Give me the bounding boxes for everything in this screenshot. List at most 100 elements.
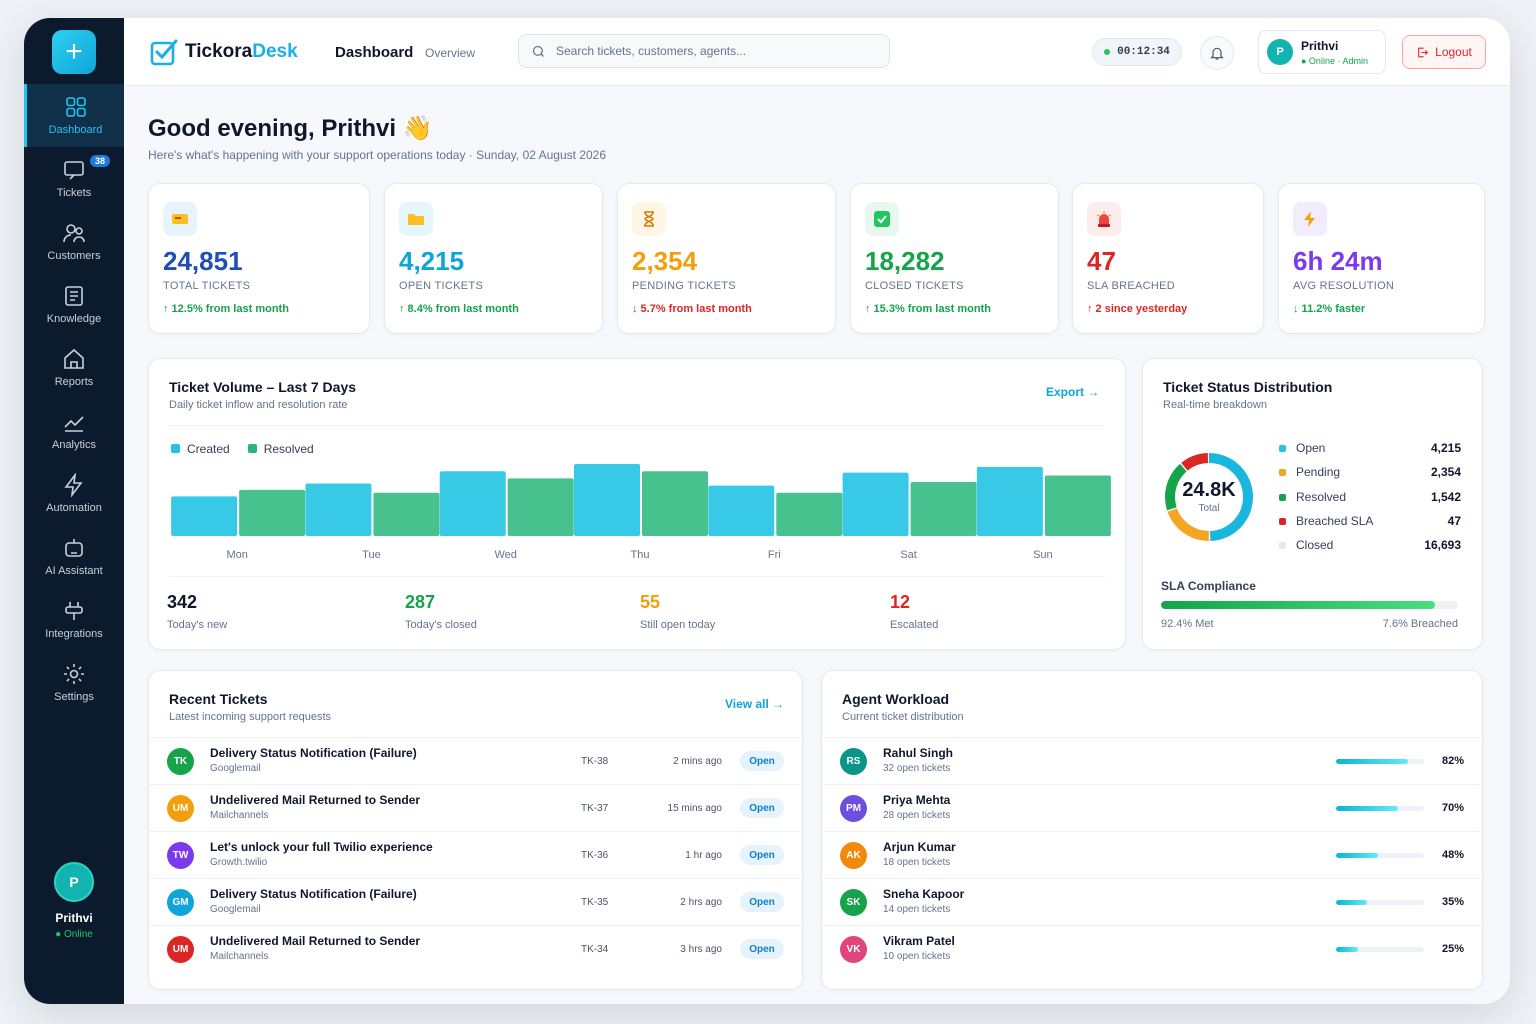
sidebar-item-customers[interactable]: Customers — [24, 210, 124, 273]
view-all-link[interactable]: View all → — [725, 697, 785, 711]
grid-icon — [65, 97, 86, 117]
avatar: TW — [167, 842, 194, 869]
panel-title: Recent Tickets — [169, 691, 268, 707]
stat-value: 2,354 — [632, 246, 698, 276]
export-button[interactable]: Export → — [1046, 385, 1100, 399]
list-item[interactable]: PM Priya Mehta 28 open tickets 70% — [822, 784, 1482, 831]
stat-card-open[interactable]: 4,215 OPEN TICKETS ↑ 8.4% from last mont… — [384, 183, 603, 334]
bar-resolved-sat[interactable] — [910, 482, 977, 536]
workload-bar — [1336, 759, 1424, 764]
status-badge[interactable]: Open — [740, 751, 784, 771]
logout-icon — [1418, 47, 1429, 57]
ticket-id: TK-35 — [581, 897, 609, 908]
panel-title: Ticket Status Distribution — [1163, 379, 1333, 395]
bar-created-sun[interactable] — [976, 466, 1043, 536]
stat-value: 24,851 — [163, 246, 243, 276]
sidebar-item-ai-assistant[interactable]: AI Assistant — [24, 525, 124, 588]
agent-tickets: 28 open tickets — [883, 810, 951, 821]
status-badge[interactable]: Open — [740, 798, 784, 818]
workload-fill — [1336, 853, 1379, 858]
bar-created-fri[interactable] — [708, 485, 775, 536]
bar-created-mon[interactable] — [171, 496, 238, 536]
ticket-title: Undelivered Mail Returned to Sender — [210, 793, 421, 807]
sidebar-item-knowledge[interactable]: Knowledge — [24, 273, 124, 336]
sidebar-item-label: Tickets — [56, 187, 92, 199]
avatar: AK — [840, 842, 867, 869]
legend-swatch — [1279, 493, 1286, 501]
stat-value: 18,282 — [865, 246, 945, 276]
x-tick-label: Thu — [631, 549, 650, 561]
bar-resolved-thu[interactable] — [642, 471, 708, 536]
panel-title: Ticket Volume – Last 7 Days — [169, 379, 357, 395]
user-menu[interactable]: P Prithvi ● Online · Admin — [1258, 30, 1386, 74]
table-row[interactable]: UM Undelivered Mail Returned to Sender Mai… — [149, 925, 802, 972]
x-tick-label: Tue — [362, 549, 381, 561]
sidebar-item-label: Reports — [54, 376, 94, 388]
bar-resolved-mon[interactable] — [239, 489, 306, 536]
bar-resolved-fri[interactable] — [776, 492, 843, 536]
siren-icon — [1087, 202, 1121, 236]
status-badge[interactable]: Open — [740, 892, 784, 912]
status-badge[interactable]: Open — [740, 845, 784, 865]
table-row[interactable]: TW Let's unlock your full Twilio experien… — [149, 831, 802, 878]
hourglass-icon — [632, 202, 666, 236]
greeting-subtitle: Here's what's happening with your suppor… — [148, 148, 606, 162]
stat-card-resolution[interactable]: 6h 24m AVG RESOLUTION ↓ 11.2% faster — [1278, 183, 1485, 334]
x-tick-label: Sat — [900, 549, 917, 561]
bar-resolved-wed[interactable] — [507, 478, 574, 536]
notifications-button[interactable] — [1200, 36, 1234, 70]
sidebar-item-label: Customers — [47, 250, 101, 262]
list-item[interactable]: RS Rahul Singh 32 open tickets 82% — [822, 737, 1482, 784]
stat-label: OPEN TICKETS — [399, 280, 484, 292]
distribution-value: 4,215 — [1430, 441, 1461, 455]
agent-tickets: 10 open tickets — [883, 951, 951, 962]
bar-created-sat[interactable] — [842, 472, 909, 536]
distribution-label: Open — [1296, 441, 1326, 455]
sidebar-user[interactable]: P Prithvi ● Online — [24, 862, 124, 940]
distribution-label: Resolved — [1296, 490, 1347, 504]
table-row[interactable]: GM Delivery Status Notification (Failure)… — [149, 878, 802, 925]
donut-segment[interactable] — [1165, 453, 1253, 541]
bar-created-thu[interactable] — [574, 464, 640, 536]
bar-resolved-tue[interactable] — [373, 492, 440, 536]
list-item[interactable]: SK Sneha Kapoor 14 open tickets 35% — [822, 878, 1482, 925]
list-item[interactable]: AK Arjun Kumar 18 open tickets 48% — [822, 831, 1482, 878]
list-item[interactable]: VK Vikram Patel 10 open tickets 25% — [822, 925, 1482, 972]
sidebar-item-tickets[interactable]: 38 Tickets — [24, 147, 124, 210]
legend-swatch — [1279, 444, 1286, 452]
chart-legend: Created Resolved — [171, 442, 314, 456]
sidebar-item-label: Dashboard — [48, 124, 103, 136]
stat-card-total[interactable]: 24,851 TOTAL TICKETS ↑ 12.5% from last m… — [148, 183, 370, 334]
table-row[interactable]: UM Undelivered Mail Returned to Sender Mai… — [149, 784, 802, 831]
bar-created-tue[interactable] — [305, 483, 372, 536]
page-title: Dashboard — [335, 44, 414, 61]
table-row[interactable]: TK Delivery Status Notification (Failure)… — [149, 737, 802, 784]
new-ticket-button[interactable]: + — [52, 30, 96, 74]
stat-card-sla[interactable]: 47 SLA BREACHED ↑ 2 since yesterday — [1072, 183, 1264, 334]
sidebar-item-settings[interactable]: Settings — [24, 651, 124, 714]
stat-change: ↓ 5.7% from last month — [632, 303, 752, 315]
search-input[interactable] — [556, 44, 856, 58]
distribution-value: 47 — [1447, 514, 1461, 528]
ticket-id: TK-37 — [581, 803, 609, 814]
legend-swatch — [1279, 468, 1286, 476]
ticket-id: TK-38 — [581, 756, 609, 767]
sidebar-item-reports[interactable]: Reports — [24, 336, 124, 399]
donut-segment[interactable] — [1165, 453, 1253, 541]
stat-change: ↑ 15.3% from last month — [865, 303, 991, 315]
sidebar-item-automation[interactable]: Automation — [24, 462, 124, 525]
sidebar-item-integrations[interactable]: Integrations — [24, 588, 124, 651]
bar-created-wed[interactable] — [439, 471, 506, 536]
logout-button[interactable]: Logout — [1402, 35, 1486, 69]
ticket-time: 1 hr ago — [685, 850, 722, 861]
sidebar-item-analytics[interactable]: Analytics — [24, 399, 124, 462]
sidebar-item-dashboard[interactable]: Dashboard — [24, 84, 124, 147]
brand-logo[interactable]: Tickora Desk — [150, 38, 298, 66]
status-badge[interactable]: Open — [740, 939, 784, 959]
stat-card-closed[interactable]: 18,282 CLOSED TICKETS ↑ 15.3% from last … — [850, 183, 1059, 334]
stat-card-pending[interactable]: 2,354 PENDING TICKETS ↓ 5.7% from last m… — [617, 183, 836, 334]
stat-change: ↑ 2 since yesterday — [1087, 303, 1188, 315]
bar-resolved-sun[interactable] — [1044, 475, 1111, 536]
live-dot-icon — [1104, 49, 1111, 55]
sidebar-item-label: AI Assistant — [45, 565, 103, 577]
